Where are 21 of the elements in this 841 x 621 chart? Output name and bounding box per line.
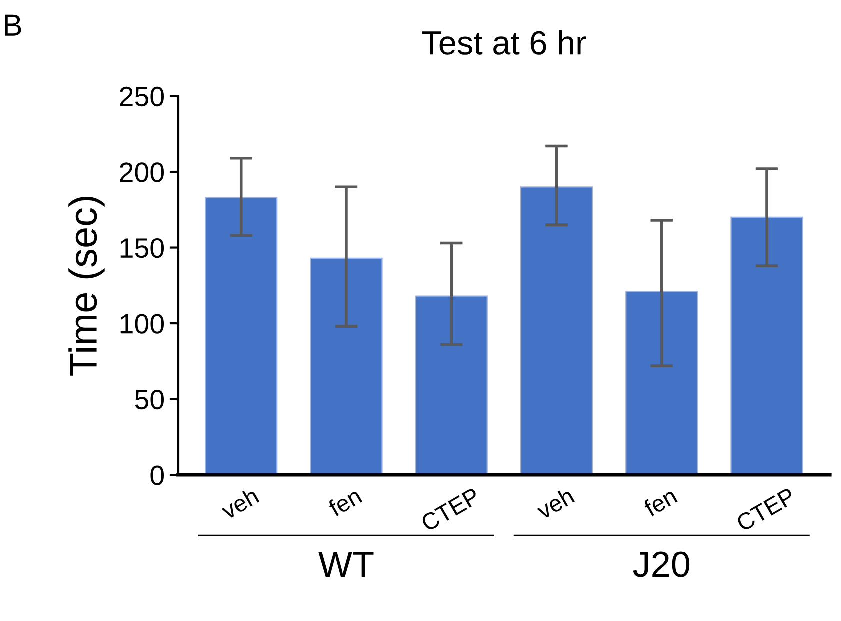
x-tick-label: veh <box>534 486 576 520</box>
x-tick-label: veh <box>219 486 260 520</box>
y-tick-label: 200 <box>120 162 164 182</box>
y-tick-label: 0 <box>150 466 164 486</box>
bar <box>205 197 278 476</box>
x-tick-label: fen <box>327 486 363 518</box>
bar <box>730 216 804 476</box>
bar <box>520 186 594 476</box>
y-axis-title: Time (sec) <box>68 196 105 376</box>
y-tick-label: 100 <box>120 314 164 334</box>
text: J20 <box>633 552 690 578</box>
text: WT <box>318 552 374 577</box>
y-tick-label: 250 <box>120 86 164 107</box>
chart-title: Test at 6 hr <box>422 30 586 55</box>
x-tick-label: fen <box>642 486 678 518</box>
text: B <box>5 14 22 36</box>
bar <box>626 291 698 476</box>
y-tick-label: 50 <box>135 390 164 410</box>
bar <box>415 296 488 476</box>
bar <box>310 258 383 476</box>
y-tick-label: 150 <box>120 238 164 258</box>
